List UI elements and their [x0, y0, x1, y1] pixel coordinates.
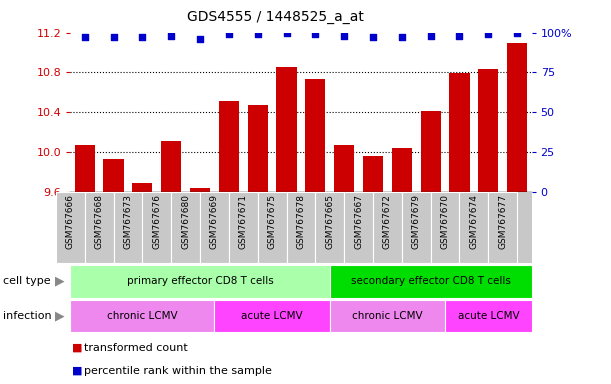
- Text: GSM767677: GSM767677: [498, 194, 507, 249]
- Bar: [219, 101, 239, 192]
- Text: primary effector CD8 T cells: primary effector CD8 T cells: [126, 276, 273, 286]
- Bar: [315, 192, 344, 263]
- Point: [339, 33, 349, 39]
- Bar: [190, 188, 210, 192]
- Bar: [258, 192, 287, 263]
- Text: GSM767667: GSM767667: [354, 194, 363, 249]
- Bar: [70, 192, 532, 263]
- Text: GSM767666: GSM767666: [66, 194, 75, 249]
- Text: acute LCMV: acute LCMV: [458, 311, 519, 321]
- Text: chronic LCMV: chronic LCMV: [352, 311, 423, 321]
- Bar: [214, 300, 330, 332]
- Text: GSM767671: GSM767671: [239, 194, 247, 249]
- Point: [397, 34, 407, 40]
- Point: [483, 31, 493, 37]
- Text: GSM767679: GSM767679: [412, 194, 421, 249]
- Text: GDS4555 / 1448525_a_at: GDS4555 / 1448525_a_at: [186, 10, 364, 23]
- Text: GSM767676: GSM767676: [152, 194, 161, 249]
- Bar: [330, 300, 445, 332]
- Text: GSM767673: GSM767673: [123, 194, 133, 249]
- Text: transformed count: transformed count: [84, 343, 188, 353]
- Text: chronic LCMV: chronic LCMV: [107, 311, 178, 321]
- Bar: [103, 159, 123, 192]
- Bar: [247, 105, 268, 192]
- Bar: [200, 192, 229, 263]
- Bar: [402, 192, 431, 263]
- Point: [368, 34, 378, 40]
- Text: GSM767675: GSM767675: [268, 194, 277, 249]
- Bar: [114, 192, 142, 263]
- Point: [137, 34, 147, 40]
- Point: [426, 33, 436, 39]
- Bar: [334, 145, 354, 192]
- Bar: [142, 192, 171, 263]
- Point: [109, 34, 119, 40]
- Point: [512, 30, 522, 36]
- Bar: [344, 192, 373, 263]
- Bar: [161, 141, 181, 192]
- Bar: [507, 43, 527, 192]
- Text: GSM767674: GSM767674: [469, 194, 478, 249]
- Text: GSM767680: GSM767680: [181, 194, 190, 249]
- Text: GSM767665: GSM767665: [325, 194, 334, 249]
- Bar: [392, 148, 412, 192]
- Bar: [450, 73, 470, 192]
- Bar: [132, 183, 152, 192]
- Point: [224, 31, 234, 37]
- Text: GSM767678: GSM767678: [296, 194, 306, 249]
- Bar: [488, 192, 517, 263]
- Text: ■: ■: [72, 343, 82, 353]
- Text: GSM767672: GSM767672: [383, 194, 392, 249]
- Text: GSM767670: GSM767670: [441, 194, 450, 249]
- Bar: [363, 156, 383, 192]
- Bar: [171, 192, 200, 263]
- Bar: [420, 111, 441, 192]
- Bar: [373, 192, 402, 263]
- Text: cell type: cell type: [3, 276, 51, 286]
- Point: [166, 33, 176, 39]
- Text: infection: infection: [3, 311, 52, 321]
- Point: [455, 33, 464, 39]
- Text: ■: ■: [72, 366, 82, 376]
- Text: GSM767669: GSM767669: [210, 194, 219, 249]
- Point: [282, 30, 291, 36]
- Bar: [459, 192, 488, 263]
- Text: ▶: ▶: [55, 275, 65, 288]
- Bar: [85, 192, 114, 263]
- Text: acute LCMV: acute LCMV: [241, 311, 303, 321]
- Bar: [70, 265, 330, 298]
- Text: percentile rank within the sample: percentile rank within the sample: [84, 366, 272, 376]
- Text: secondary effector CD8 T cells: secondary effector CD8 T cells: [351, 276, 511, 286]
- Bar: [431, 192, 459, 263]
- Bar: [276, 66, 296, 192]
- Text: ▶: ▶: [55, 309, 65, 322]
- Bar: [70, 300, 214, 332]
- Bar: [445, 300, 532, 332]
- Bar: [56, 192, 85, 263]
- Bar: [306, 79, 326, 192]
- Bar: [330, 265, 532, 298]
- Bar: [75, 145, 95, 192]
- Point: [310, 31, 320, 37]
- Bar: [287, 192, 315, 263]
- Text: GSM767668: GSM767668: [95, 194, 104, 249]
- Point: [253, 31, 263, 37]
- Bar: [229, 192, 258, 263]
- Point: [80, 34, 90, 40]
- Point: [195, 36, 205, 42]
- Bar: [478, 70, 499, 192]
